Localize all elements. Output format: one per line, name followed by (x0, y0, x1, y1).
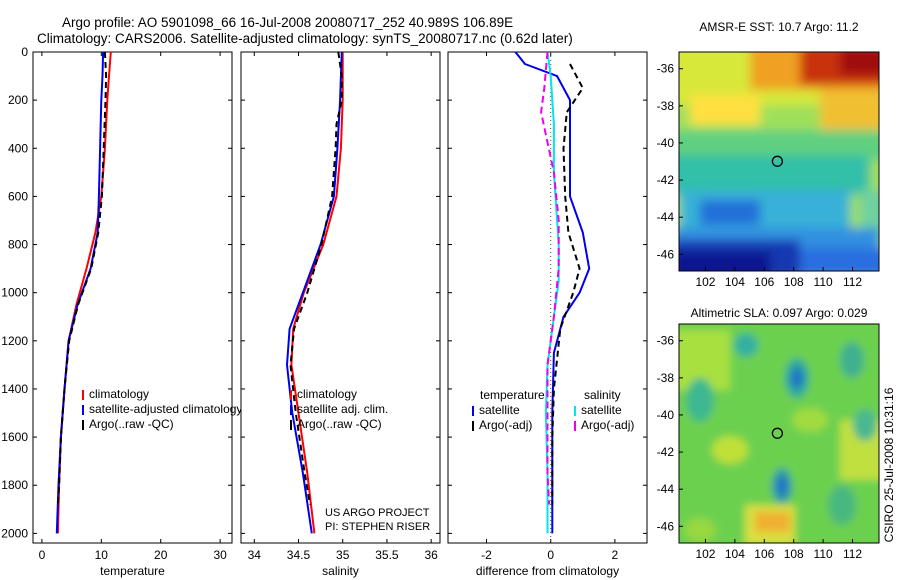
temperature-series-satellite-adjusted-climatology (55, 51, 105, 534)
sla-heatmap (679, 324, 879, 543)
sst-heatmap (679, 52, 879, 271)
difference-legend-salinity-title: salinity (584, 388, 621, 402)
temperature-legend-label: satellite-adjusted climatology (89, 402, 242, 416)
depth-tick-label: 800 (8, 238, 28, 252)
difference-xtick-label: 0 (547, 548, 554, 562)
sla-map-ytick-label: -40 (657, 408, 675, 422)
temperature-xtick-label: 10 (95, 548, 109, 562)
sst-map-title: AMSR-E SST: 10.7 Argo: 11.2 (699, 20, 859, 34)
salinity-xtick-label: 35 (336, 548, 350, 562)
sst-map-ytick-label: -46 (657, 247, 675, 261)
sst-map-xtick-label: 110 (814, 275, 833, 289)
sla-map-ytick-label: -36 (657, 334, 675, 348)
difference-legend-temp-label: satellite (479, 403, 520, 417)
temperature-xtick-label: 30 (213, 548, 227, 562)
sst-map-axes: 102 104 106 108 110 112 -36 -38 -40 -42 -44 -46 (657, 62, 863, 289)
sst-map-xtick-label: 108 (784, 275, 804, 289)
salinity-xtick-label: 36 (424, 548, 438, 562)
sla-map-ytick-label: -42 (657, 445, 675, 459)
salinity-xtick-label: 35.5 (375, 548, 399, 562)
timestamp-side-label: CSIRO 25-Jul-2008 10:31:16 (882, 387, 896, 542)
temperature-xtick-label: 0 (39, 548, 46, 562)
difference-legend-temperature-title: temperature (480, 388, 545, 402)
temperature-profile-panel: 0 10 20 30 temperature 0 200 400 600 800 1000 1200 1… (1, 45, 242, 578)
depth-tick-label: 2000 (1, 526, 28, 540)
temperature-plot-frame (32, 51, 233, 544)
difference-legend-temp-label: Argo(-adj) (479, 418, 532, 432)
sla-map-xtick-label: 106 (754, 547, 774, 561)
depth-tick-label: 400 (8, 141, 28, 155)
sst-map-panel: AMSR-E SST: 10.7 Argo: 11.2 (657, 20, 880, 289)
argo-position-marker-sst (771, 155, 784, 167)
depth-tick-label: 200 (8, 93, 28, 107)
difference-profile-panel: -2 0 2 difference from climatology temperatu… (447, 51, 648, 578)
figure-title-line-1: Argo profile: AO 5901098_66 16-Jul-2008 … (62, 15, 513, 30)
depth-tick-label: 1200 (1, 334, 28, 348)
sla-map-xtick-label: 102 (695, 547, 715, 561)
sst-map-xtick-label: 102 (695, 275, 715, 289)
credit-line-2: PI: STEPHEN RISER (325, 521, 430, 533)
salinity-profile-panel: 34 34.5 35 35.5 36 salinity climatologysatelli… (240, 51, 441, 578)
sst-map-xtick-label: 106 (754, 275, 774, 289)
sla-map-xtick-label: 110 (814, 547, 833, 561)
figure-title-line-2: Climatology: CARS2006. Satellite-adjuste… (37, 31, 573, 46)
depth-tick-label: 1600 (1, 430, 28, 444)
sla-map-xtick-label: 104 (725, 547, 745, 561)
temperature-legend-label: Argo(..raw -QC) (89, 417, 174, 431)
sla-map-frame (678, 323, 880, 544)
temperature-xtick-label: 20 (154, 548, 168, 562)
salinity-legend-label: climatology (297, 387, 357, 401)
sla-map-ytick-label: -44 (657, 482, 675, 496)
sst-map-ytick-label: -36 (657, 62, 675, 76)
temperature-xlabel: temperature (100, 564, 165, 578)
sla-map-panel: Altimetric SLA: 0.097 Argo: 0.029 (657, 306, 880, 561)
salinity-xtick-label: 34 (248, 548, 262, 562)
depth-tick-label: 0 (21, 45, 28, 59)
credit-line-1: US ARGO PROJECT (325, 507, 430, 519)
difference-series-temperature-argo-adj- (551, 63, 584, 505)
salinity-plot-frame (240, 51, 441, 544)
sst-map-xtick-label: 104 (725, 275, 745, 289)
sst-map-ytick-label: -38 (657, 99, 675, 113)
sst-map-frame (678, 51, 880, 272)
difference-legend-sal-label: Argo(-adj) (581, 418, 634, 432)
sst-map-ytick-label: -42 (657, 173, 675, 187)
sla-map-xtick-label: 112 (843, 547, 862, 561)
sst-map-ytick-label: -44 (657, 210, 675, 224)
difference-legend-sal-label: satellite (581, 403, 622, 417)
argo-position-marker-sla (771, 427, 784, 439)
depth-tick-label: 1400 (1, 382, 28, 396)
sla-map-ytick-label: -46 (657, 519, 675, 533)
depth-tick-label: 1000 (1, 286, 28, 300)
salinity-xlabel: salinity (322, 564, 359, 578)
difference-xtick-label: 2 (612, 548, 619, 562)
sst-map-xtick-label: 112 (843, 275, 862, 289)
difference-xlabel: difference from climatology (476, 564, 619, 578)
depth-tick-label: 600 (8, 189, 28, 203)
sla-map-axes: 102 104 106 108 110 112 -36 -38 -40 -42 -44 -46 (657, 334, 863, 561)
sla-map-ytick-label: -38 (657, 371, 675, 385)
temperature-legend-label: climatology (89, 387, 149, 401)
difference-xtick-label: -2 (481, 548, 492, 562)
salinity-series-argo-raw-qc- (289, 51, 343, 505)
sla-map-title: Altimetric SLA: 0.097 Argo: 0.029 (691, 306, 868, 320)
salinity-xtick-label: 34.5 (287, 548, 311, 562)
salinity-legend-label: satellite adj. clim. (297, 402, 388, 416)
salinity-series-satellite-adj-clim- (286, 51, 343, 534)
salinity-legend-label: Argo(..raw -QC) (297, 417, 382, 431)
difference-series-temperature-satellite (514, 51, 591, 534)
sst-map-ytick-label: -40 (657, 136, 675, 150)
depth-tick-label: 1800 (1, 478, 28, 492)
sla-map-xtick-label: 108 (784, 547, 804, 561)
